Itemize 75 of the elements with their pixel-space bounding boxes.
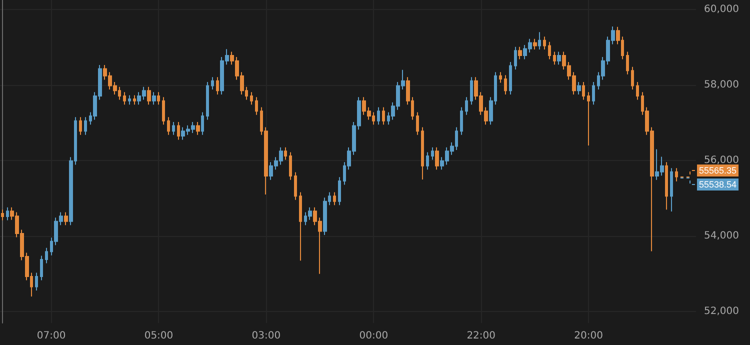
candlestick <box>543 36 546 50</box>
y-tick-label: 56,000 <box>704 155 739 166</box>
ref-line-label: 55565.35 <box>699 165 737 176</box>
candlestick <box>35 272 38 292</box>
candlestick <box>84 116 87 136</box>
candlestick <box>147 86 151 106</box>
candlestick <box>201 112 204 136</box>
ref-line-label: 55538.54 <box>699 179 737 190</box>
candlestick <box>255 96 258 116</box>
y-tick-label: 52,000 <box>704 306 739 318</box>
candlestick <box>211 76 214 90</box>
candlestick <box>206 81 209 120</box>
candlestick <box>665 162 668 210</box>
candlestick <box>64 212 68 226</box>
candlestick <box>675 168 678 182</box>
candlestick <box>152 92 156 106</box>
candlestick <box>431 146 434 160</box>
candlestick <box>587 92 590 146</box>
candlestick <box>426 152 429 170</box>
candlestick <box>123 92 126 106</box>
candlestick <box>592 81 595 106</box>
candlestick <box>499 72 502 84</box>
candlestick <box>333 192 336 206</box>
candlestick <box>162 96 165 126</box>
candlestick <box>338 176 341 206</box>
candlestick <box>382 106 385 126</box>
candlestick <box>509 61 512 95</box>
candlestick <box>289 152 292 180</box>
candlestick <box>6 206 9 221</box>
candlestick <box>416 112 419 136</box>
candlestick <box>582 81 585 100</box>
candlestick <box>167 116 170 136</box>
x-tick-label: 05:00 <box>144 330 174 342</box>
candlestick <box>670 168 673 212</box>
x-tick-label: 00:00 <box>359 330 388 342</box>
candlestick <box>45 247 48 264</box>
y-tick-label: 60,000 <box>704 4 739 15</box>
candlestick <box>177 122 180 140</box>
y-tick-label: 58,000 <box>704 80 739 90</box>
candlestick <box>465 96 468 116</box>
candlestick <box>577 81 581 95</box>
candlestick <box>504 74 507 95</box>
candlestick <box>157 92 160 106</box>
candlestick <box>470 76 473 106</box>
candlestick <box>172 122 175 136</box>
candlestick <box>548 41 551 60</box>
candlestick <box>626 51 629 75</box>
x-tick-label: 07:00 <box>36 330 66 342</box>
candlestick <box>377 106 380 126</box>
candlestick <box>538 32 541 50</box>
candlestick <box>133 94 136 106</box>
candlestick <box>636 81 639 100</box>
x-tick-label: 22:00 <box>466 330 496 342</box>
candlestick <box>128 94 131 106</box>
candlestick <box>553 51 556 66</box>
candlestick <box>557 51 561 66</box>
candlestick <box>79 116 82 136</box>
candlestick <box>294 172 297 200</box>
candlestick <box>421 126 424 180</box>
candlestick <box>250 92 253 106</box>
candlestick <box>40 255 43 281</box>
candlestick <box>631 66 634 90</box>
candlestick <box>435 146 439 170</box>
candlestick <box>299 192 302 262</box>
candlestick <box>533 38 537 50</box>
candlestick <box>284 146 287 160</box>
x-tick-label: 03:00 <box>252 330 281 342</box>
candlestick <box>518 46 522 60</box>
x-tick-label: 20:00 <box>574 330 603 342</box>
candlestick <box>460 106 463 136</box>
candlestick <box>196 122 200 136</box>
candlestick <box>514 46 517 70</box>
candlestick <box>216 76 219 95</box>
y-tick-label: 54,000 <box>704 230 739 242</box>
candlestick <box>1 209 4 221</box>
